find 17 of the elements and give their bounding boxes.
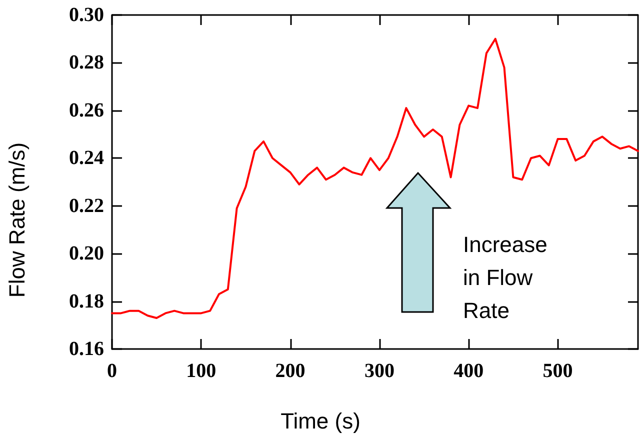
x-tick-label: 400	[454, 360, 484, 382]
x-tick-label: 300	[364, 360, 394, 382]
y-tick-label: 0.28	[69, 52, 104, 74]
x-tick-label: 200	[275, 360, 306, 382]
y-tick-label: 0.20	[69, 242, 104, 265]
y-axis-title: Flow Rate (m/s)	[4, 142, 30, 298]
y-tick-label: 0.22	[69, 194, 104, 217]
x-tick-label: 0	[107, 360, 117, 382]
y-tick-label: 0.30	[69, 4, 104, 26]
x-tick-label: 100	[186, 360, 216, 382]
y-tick-label: 0.26	[69, 99, 104, 122]
x-axis-title: Time (s)	[280, 408, 360, 434]
x-tick-label: 500	[542, 360, 573, 382]
annotation: Increase in Flow Rate	[463, 232, 548, 323]
y-tick-label: 0.16	[69, 338, 104, 360]
y-tick-label: 0.24	[69, 147, 104, 170]
y-tick-label: 0.18	[69, 290, 104, 312]
